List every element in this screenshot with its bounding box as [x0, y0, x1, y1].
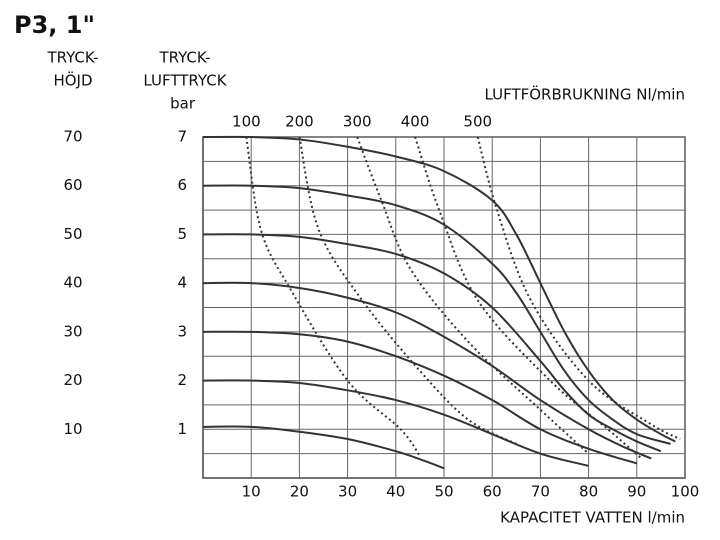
- y-tick-label: 6: [177, 176, 187, 194]
- y-label: bar: [170, 95, 196, 113]
- air-consumption-line: [356, 136, 590, 455]
- y2-tick-label: 10: [63, 420, 82, 438]
- pressure-curve: [202, 425, 445, 470]
- air-consumption-label: 100: [232, 113, 261, 131]
- y-tick-label: 5: [177, 225, 187, 243]
- x-label: KAPACITET VATTEN l/min: [500, 509, 685, 527]
- pressure-curve: [202, 184, 671, 445]
- x-tick-label: 90: [627, 483, 646, 501]
- y2-tick-label: 50: [63, 225, 82, 243]
- pressure-curve: [202, 233, 662, 453]
- y2-label: HÖJD: [53, 71, 92, 90]
- x-tick-label: 50: [434, 483, 453, 501]
- pressure-curve: [202, 379, 589, 467]
- y2-label: TRYCK-: [46, 49, 98, 67]
- x-tick-label: 10: [242, 483, 261, 501]
- y2-tick-label: 20: [63, 371, 82, 389]
- x-tick-label: 80: [579, 483, 598, 501]
- x-tick-label: 70: [531, 483, 550, 501]
- chart-title: P3, 1": [14, 11, 95, 39]
- air-consumption-label: 500: [463, 113, 492, 131]
- air-consumption-line: [298, 136, 517, 445]
- x-tick-label: 20: [290, 483, 309, 501]
- y-label: TRYCK-: [158, 49, 210, 67]
- pressure-curve: [202, 135, 676, 443]
- y2-tick-label: 70: [63, 128, 82, 146]
- x-tick-label: 30: [338, 483, 357, 501]
- y-tick-label: 7: [177, 128, 187, 146]
- y2-tick-label: 40: [63, 274, 82, 292]
- air-consumption-line: [476, 136, 681, 440]
- y-tick-label: 4: [177, 274, 187, 292]
- air-consumption-label: 200: [285, 113, 314, 131]
- y-tick-label: 1: [177, 420, 187, 438]
- top-label: LUFTFÖRBRUKNING Nl/min: [485, 85, 686, 104]
- y2-tick-label: 30: [63, 322, 82, 340]
- air-consumption-label: 400: [401, 113, 430, 131]
- x-tick-label: 100: [671, 483, 700, 501]
- x-tick-label: 60: [483, 483, 502, 501]
- air-consumption-label: 300: [343, 113, 372, 131]
- pressure-curve: [202, 330, 638, 465]
- y2-tick-label: 60: [63, 176, 82, 194]
- y-tick-label: 2: [177, 371, 187, 389]
- x-tick-label: 40: [386, 483, 405, 501]
- y-tick-label: 3: [177, 322, 187, 340]
- air-consumption-line: [245, 136, 421, 457]
- air-consumption-line: [414, 136, 643, 460]
- pressure-curve: [202, 281, 652, 460]
- y-label: LUFTTRYCK: [143, 72, 227, 90]
